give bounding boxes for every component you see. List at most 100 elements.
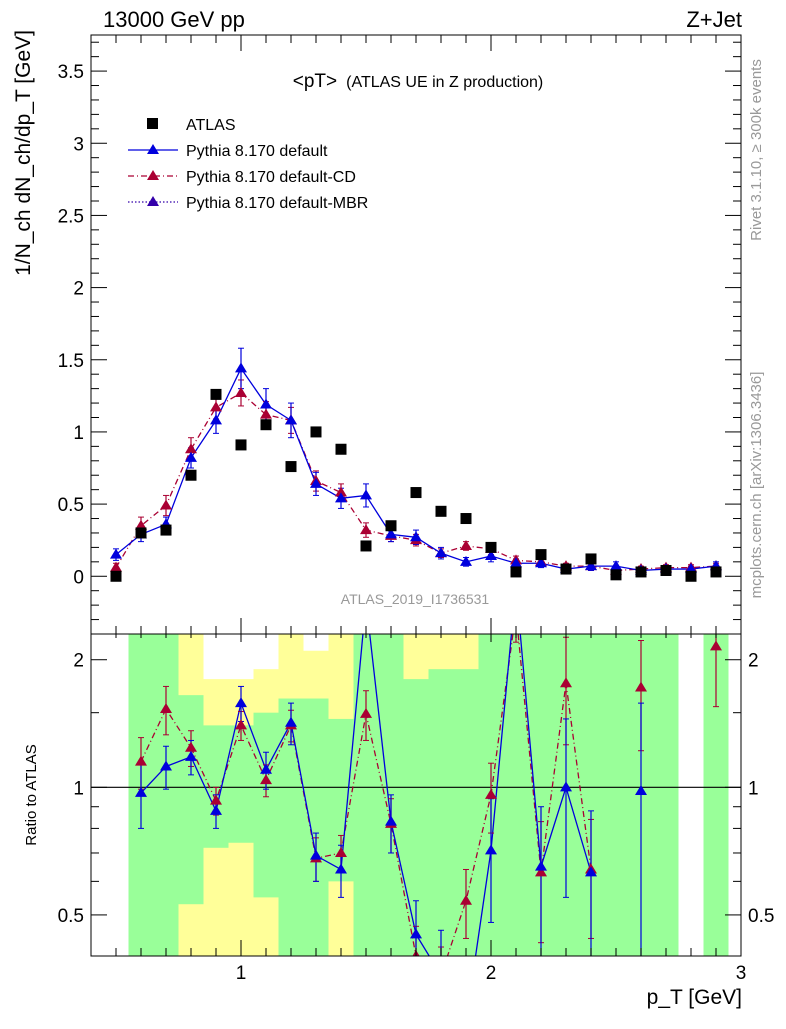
ratio-point-default	[285, 716, 297, 727]
ratio-point-default	[535, 860, 547, 871]
point-atlas	[635, 566, 647, 578]
ratio-bands	[91, 634, 741, 956]
ratio-point-cd	[485, 788, 497, 799]
point-default	[535, 557, 547, 568]
legend-label-default: Pythia 8.170 default	[186, 143, 328, 160]
x-tick-label: 1	[236, 963, 247, 984]
y-tick-label: 3.5	[58, 62, 84, 83]
main-panel: 0 0.5 1 1.5 2 2.5 3 3.5	[58, 34, 742, 635]
ratio-point-default	[235, 697, 247, 708]
point-default	[585, 560, 597, 571]
legend-marker-mbr	[147, 196, 159, 206]
ratio-point-cd	[460, 894, 472, 905]
point-atlas	[285, 461, 297, 473]
point-default	[235, 362, 247, 373]
point-atlas	[510, 566, 522, 578]
ratio-point-cd	[360, 707, 372, 718]
ratio-point-default	[310, 849, 322, 860]
y-tick-label: 3	[73, 134, 84, 155]
ratio-point-cd	[160, 703, 172, 714]
point-atlas	[235, 439, 247, 451]
point-atlas	[360, 540, 372, 552]
point-atlas	[710, 566, 722, 578]
mcplots-label: mcplots.cern.ch [arXiv:1306.3436]	[748, 372, 765, 599]
point-default	[410, 531, 422, 542]
point-atlas	[585, 553, 597, 565]
ratio-point-default	[260, 763, 272, 774]
point-atlas	[435, 505, 447, 517]
point-atlas	[685, 570, 697, 582]
point-atlas	[335, 443, 347, 455]
point-default	[210, 414, 222, 425]
ratio-y-tick-label-right: 1	[748, 778, 759, 799]
y-tick-label: 1	[73, 423, 84, 444]
point-default	[685, 563, 697, 574]
point-default	[510, 557, 522, 568]
point-default	[435, 547, 447, 558]
point-atlas	[660, 564, 672, 576]
ratio-point-default	[560, 781, 572, 792]
ratio-point-cd	[185, 741, 197, 752]
ratio-band-inner	[203, 725, 229, 848]
ratio-band-inner	[303, 698, 329, 956]
point-cd	[210, 401, 222, 412]
x-tick-label: 3	[736, 963, 747, 984]
ratio-y-tick-label-right: 0.5	[748, 906, 774, 927]
ratio-band-inner	[178, 695, 204, 905]
point-atlas	[610, 569, 622, 581]
point-atlas	[310, 426, 322, 438]
ratio-point-default	[135, 786, 147, 797]
ratio-y-tick-label-right: 2	[748, 651, 759, 672]
point-atlas	[560, 563, 572, 575]
ratio-band-inner	[153, 634, 179, 956]
point-default	[110, 548, 122, 559]
legend-marker-default	[147, 144, 159, 154]
analysis-label: ATLAS_2019_I1736531	[341, 591, 490, 607]
point-default	[485, 550, 497, 561]
y-axis-label: 1/N_ch dN_ch/dp_T [GeV]	[12, 30, 35, 276]
ratio-point-cd	[135, 755, 147, 766]
plot-title-main: <pT>	[293, 71, 337, 92]
point-cd	[360, 524, 372, 535]
point-default	[385, 528, 397, 539]
x-tick-label: 2	[486, 963, 497, 984]
point-cd	[260, 408, 272, 419]
ratio-point-cd	[210, 794, 222, 805]
point-cd	[135, 519, 147, 530]
ratio-point-cd	[710, 640, 722, 651]
ratio-band-inner	[603, 634, 629, 956]
point-atlas	[185, 469, 197, 481]
main-series	[110, 347, 722, 582]
point-default	[610, 560, 622, 571]
y-tick-label: 2.5	[58, 206, 84, 227]
header-energy: 13000 GeV pp	[103, 7, 245, 32]
ratio-y-axis-label: Ratio to ATLAS	[23, 744, 40, 845]
point-cd	[110, 561, 122, 572]
point-default	[285, 414, 297, 425]
point-default	[360, 489, 372, 500]
ratio-point-cd	[235, 719, 247, 730]
point-default	[310, 477, 322, 488]
point-cd	[335, 486, 347, 497]
ratio-point-default	[385, 815, 397, 826]
ratio-point-default	[410, 928, 422, 939]
point-default	[185, 451, 197, 462]
ratio-y-tick-label: 1	[73, 778, 84, 799]
ratio-point-default	[635, 785, 647, 796]
ratio-band-inner	[653, 634, 679, 956]
legend: ATLAS Pythia 8.170 default Pythia 8.170 …	[128, 117, 368, 212]
ratio-ticks: 1 2 3 0.5 0.5 1 1 2 2	[58, 634, 774, 984]
ratio-point-cd	[560, 677, 572, 688]
point-atlas	[535, 549, 547, 561]
point-atlas	[410, 487, 422, 499]
point-atlas	[135, 527, 147, 539]
ratio-point-default	[185, 750, 197, 761]
legend-label-atlas: ATLAS	[186, 117, 236, 134]
ratio-point-cd	[335, 846, 347, 857]
ratio-y-tick-label: 0.5	[58, 906, 84, 927]
point-atlas	[385, 520, 397, 532]
legend-label-mbr: Pythia 8.170 default-MBR	[186, 195, 368, 212]
point-default	[260, 398, 272, 409]
y-tick-label: 0.5	[58, 495, 84, 516]
rivet-label: Rivet 3.1.10, ≥ 300k events	[748, 59, 765, 241]
